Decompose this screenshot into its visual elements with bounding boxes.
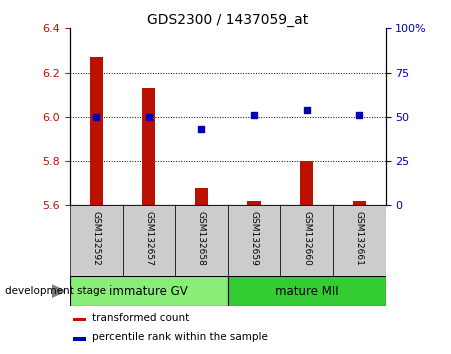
Bar <box>175 205 228 276</box>
Bar <box>195 188 208 205</box>
Text: GSM132658: GSM132658 <box>197 211 206 266</box>
Bar <box>123 205 175 276</box>
Point <box>198 126 205 132</box>
Bar <box>228 276 386 306</box>
Point <box>145 114 152 120</box>
Point <box>303 107 310 113</box>
Text: GSM132657: GSM132657 <box>144 211 153 266</box>
Bar <box>248 201 261 205</box>
Text: percentile rank within the sample: percentile rank within the sample <box>92 332 268 342</box>
Text: GSM132661: GSM132661 <box>355 211 364 266</box>
Text: development stage: development stage <box>5 286 106 296</box>
Point <box>250 112 258 118</box>
Bar <box>300 161 313 205</box>
Point <box>356 112 363 118</box>
Bar <box>73 318 86 321</box>
Text: GSM132592: GSM132592 <box>92 211 101 266</box>
Text: transformed count: transformed count <box>92 313 189 323</box>
Text: mature MII: mature MII <box>275 285 339 298</box>
Point <box>92 114 100 120</box>
Title: GDS2300 / 1437059_at: GDS2300 / 1437059_at <box>147 13 308 27</box>
Bar <box>281 205 333 276</box>
Bar <box>228 205 281 276</box>
Bar <box>70 276 228 306</box>
Bar <box>353 201 366 205</box>
Text: GSM132660: GSM132660 <box>302 211 311 266</box>
Bar <box>90 57 103 205</box>
Text: immature GV: immature GV <box>110 285 188 298</box>
Polygon shape <box>52 285 65 297</box>
Bar <box>333 205 386 276</box>
Text: GSM132659: GSM132659 <box>249 211 258 266</box>
Bar <box>142 88 156 205</box>
Bar <box>73 337 86 341</box>
Bar <box>70 205 123 276</box>
